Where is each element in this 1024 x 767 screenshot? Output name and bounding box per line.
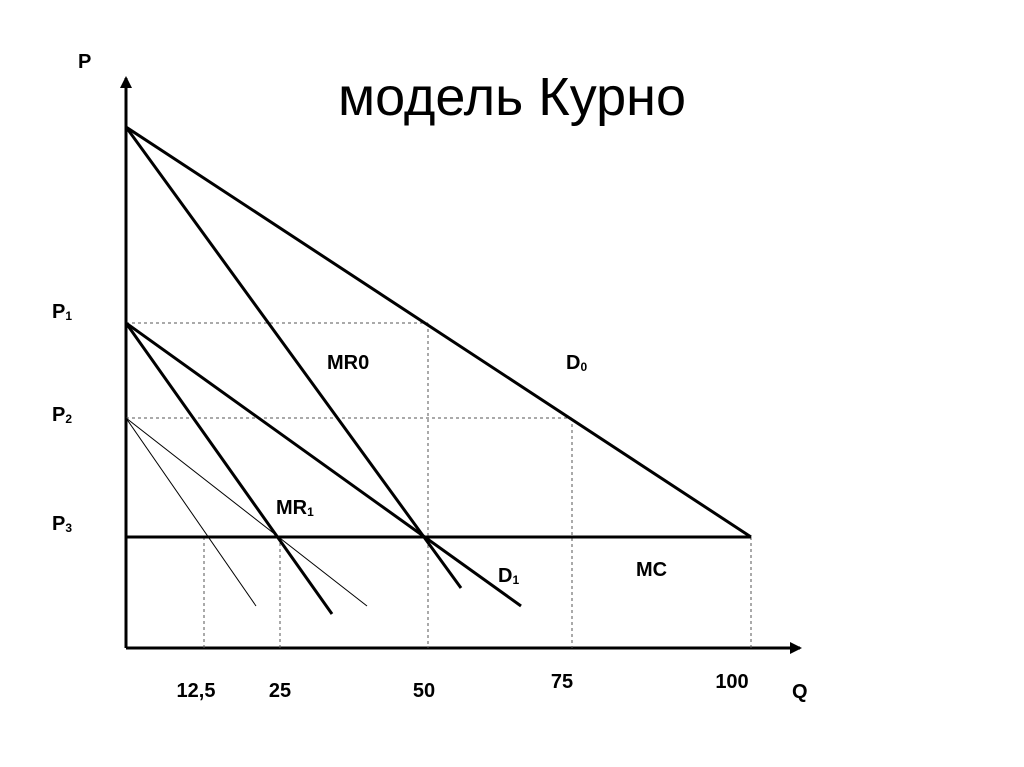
y-tick-p1: P1 [52, 301, 72, 323]
y-axis-label: P [78, 51, 91, 73]
y-tick-p3: P3 [52, 513, 72, 535]
x-tick-25: 25 [269, 680, 291, 702]
mr0-label: MR0 [327, 352, 369, 374]
x-tick-100: 100 [715, 671, 748, 693]
chart-title: модель Курно [338, 67, 686, 127]
d2-line [125, 417, 368, 607]
d1-line [125, 321, 522, 608]
mc-label: MC [636, 559, 667, 581]
mr1-line [124, 322, 334, 615]
x-axis-label: Q [792, 681, 808, 703]
x-tick-12-5: 12,5 [177, 680, 216, 702]
guide-lines [126, 322, 752, 648]
mr1-label: MR1 [276, 497, 314, 519]
x-tick-75: 75 [551, 671, 573, 693]
mr0-line [124, 126, 463, 589]
d0-line [125, 125, 752, 539]
x-tick-50: 50 [413, 680, 435, 702]
d1-label: D1 [498, 565, 519, 587]
mr2-line [125, 417, 257, 607]
y-tick-p2: P2 [52, 404, 72, 426]
d0-label: D0 [566, 352, 587, 374]
